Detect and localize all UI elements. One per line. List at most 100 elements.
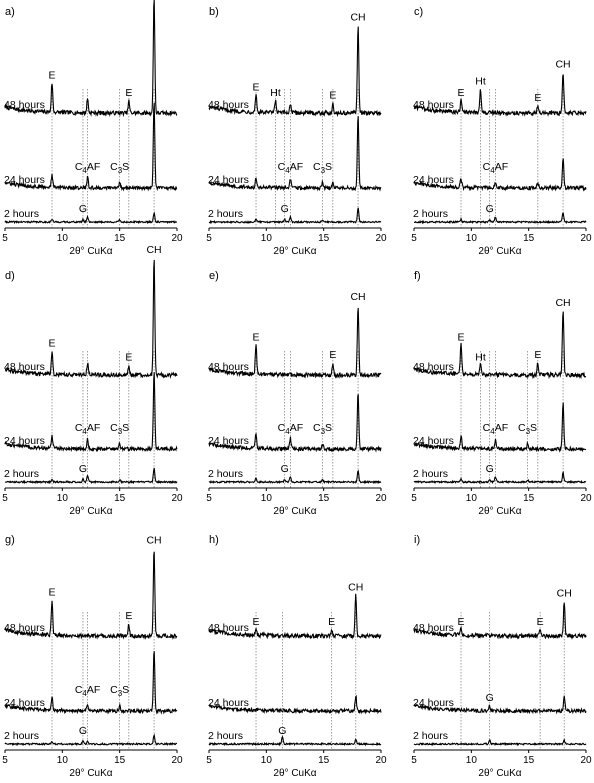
x-tick-label: 20 <box>375 233 387 244</box>
panel-h: h) 48 hours 24 hours 2 hours E E CH G 5 10 15 20 2θ°… <box>206 534 387 779</box>
series-label: 48 hours <box>208 99 249 111</box>
series-label: 2 hours <box>413 730 448 742</box>
annotation-ht: Ht <box>475 352 486 364</box>
panel-label: g) <box>5 534 15 546</box>
panel-g: g) 48 hours 24 hours 2 hours E E CH C4AF C3S G 5 10… <box>2 534 183 779</box>
x-tick-label: 20 <box>375 493 387 504</box>
series-label: 48 hours <box>4 622 45 634</box>
series-label: 2 hours <box>413 468 448 480</box>
annotation-ch: CH <box>555 297 570 309</box>
annotation-g: G <box>79 463 87 475</box>
x-axis-label: 2θ° CuKα <box>273 246 316 257</box>
x-axis-label: 2θ° CuKα <box>69 246 112 257</box>
series-label: 48 hours <box>4 361 45 373</box>
x-axis-label: 2θ° CuKα <box>69 768 112 779</box>
series-label: 24 hours <box>208 697 249 709</box>
annotation-c4af: C4AF <box>278 161 303 175</box>
series-label: 2 hours <box>208 730 243 742</box>
x-tick-label: 5 <box>2 233 8 244</box>
annotation-c3s: C3S <box>110 422 129 436</box>
series-label: 24 hours <box>413 697 454 709</box>
panel-label: a) <box>5 6 15 18</box>
x-tick-label: 15 <box>114 755 126 766</box>
x-tick-label: 10 <box>57 755 69 766</box>
series-label: 2 hours <box>4 208 39 220</box>
series-label: 24 hours <box>4 435 45 447</box>
x-tick-label: 5 <box>206 233 212 244</box>
trace-2-hours <box>4 211 178 225</box>
panel-label: c) <box>414 6 423 18</box>
series-label: 2 hours <box>208 208 243 220</box>
panel-label: b) <box>209 6 219 18</box>
series-label: 24 hours <box>208 435 249 447</box>
trace-2-hours <box>208 735 382 747</box>
annotation-c4af: C4AF <box>483 422 508 436</box>
series-label: 48 hours <box>413 361 454 373</box>
trace-2-hours <box>4 467 178 485</box>
x-tick-label: 20 <box>580 755 592 766</box>
annotation-ch: CH <box>555 59 570 71</box>
x-tick-label: 10 <box>466 755 478 766</box>
annotation-c3s: C3S <box>110 684 129 698</box>
trace-24-hours <box>208 394 382 453</box>
annotation-e: E <box>534 92 541 104</box>
x-tick-label: 15 <box>114 493 126 504</box>
x-tick-label: 5 <box>411 755 417 766</box>
annotation-ch: CH <box>146 535 161 547</box>
annotation-e: E <box>125 610 132 622</box>
panel-label: h) <box>209 534 219 546</box>
annotation-c4af: C4AF <box>75 161 100 175</box>
annotation-ch: CH <box>350 12 365 24</box>
series-label: 24 hours <box>208 174 249 186</box>
x-axis-label: 2θ° CuKα <box>478 246 521 257</box>
annotation-g: G <box>79 203 87 215</box>
annotation-e: E <box>49 70 56 82</box>
trace-48-hours <box>4 551 178 640</box>
annotation-c4af: C4AF <box>75 422 100 436</box>
series-label: 48 hours <box>4 99 45 111</box>
x-axis-label: 2θ° CuKα <box>69 506 112 517</box>
trace-24-hours <box>4 651 178 715</box>
x-tick-label: 10 <box>57 493 69 504</box>
series-label: 24 hours <box>413 435 454 447</box>
x-tick-label: 20 <box>171 755 183 766</box>
trace-24-hours <box>413 158 587 192</box>
panel-b: b) 48 hours 24 hours 2 hours E Ht E CH C4AF C3S G 5… <box>206 6 387 257</box>
annotation-c4af: C4AF <box>278 422 303 436</box>
annotation-e: E <box>458 87 465 99</box>
x-tick-label: 5 <box>2 493 8 504</box>
series-label: 48 hours <box>413 99 454 111</box>
series-label: 24 hours <box>4 697 45 709</box>
trace-48-hours <box>4 259 178 379</box>
series-label: 2 hours <box>208 468 243 480</box>
annotation-g: G <box>281 203 289 215</box>
panel-label: d) <box>5 270 15 282</box>
x-tick-label: 15 <box>523 755 535 766</box>
annotation-e: E <box>534 349 541 361</box>
x-tick-label: 20 <box>580 493 592 504</box>
x-tick-label: 5 <box>2 755 8 766</box>
x-tick-label: 15 <box>523 233 535 244</box>
annotation-e: E <box>49 337 56 349</box>
panel-e: e) 48 hours 24 hours 2 hours E E CH C4AF C3S G 5 10… <box>206 270 387 517</box>
trace-2-hours <box>413 738 587 747</box>
x-tick-label: 20 <box>375 755 387 766</box>
panel-label: i) <box>414 534 420 546</box>
trace-48-hours <box>4 0 178 118</box>
x-axis-label: 2θ° CuKα <box>478 768 521 779</box>
annotation-e: E <box>458 332 465 344</box>
annotation-c3s: C3S <box>313 422 332 436</box>
x-tick-label: 10 <box>261 755 273 766</box>
trace-24-hours <box>4 102 178 192</box>
panel-i: i) 48 hours 24 hours 2 hours E E CH G 5 10 15 20 2θ°… <box>411 534 592 779</box>
trace-2-hours <box>413 212 587 225</box>
series-label: 2 hours <box>413 208 448 220</box>
annotation-ht: Ht <box>475 75 486 87</box>
annotation-c3s: C3S <box>518 422 537 436</box>
trace-24-hours <box>208 116 382 192</box>
annotation-g: G <box>79 725 87 737</box>
annotation-e: E <box>253 332 260 344</box>
annotation-ch: CH <box>146 244 161 256</box>
annotation-e: E <box>253 81 260 93</box>
